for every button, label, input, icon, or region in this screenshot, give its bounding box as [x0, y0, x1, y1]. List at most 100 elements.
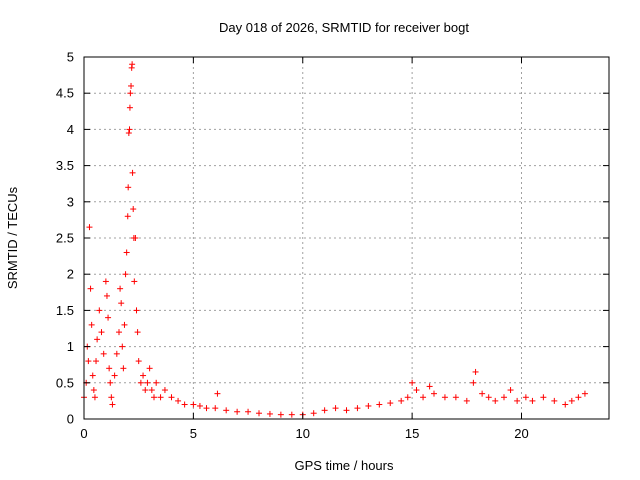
x-axis-label: GPS time / hours	[295, 458, 394, 473]
data-point	[431, 390, 437, 397]
x-tick-label: 20	[514, 426, 528, 441]
data-point	[130, 206, 137, 213]
y-tick-label: 0.5	[56, 375, 74, 390]
data-point	[551, 397, 558, 404]
data-point	[96, 307, 103, 314]
data-point	[190, 401, 197, 408]
data-point	[91, 394, 98, 401]
y-tick-label: 2.5	[56, 231, 74, 246]
data-point	[575, 394, 582, 401]
data-point	[118, 300, 125, 307]
data-point	[116, 329, 122, 336]
data-point	[196, 402, 203, 409]
data-point	[146, 365, 153, 372]
data-point	[310, 410, 317, 417]
data-point	[212, 405, 219, 412]
y-tick-label: 3	[67, 194, 74, 209]
y-tick-label: 2	[67, 267, 74, 282]
data-point	[107, 379, 114, 386]
data-point	[214, 390, 221, 397]
data-point	[144, 379, 151, 386]
data-point	[100, 350, 107, 357]
data-point	[398, 397, 405, 404]
data-point	[529, 397, 536, 404]
data-point	[93, 358, 100, 365]
data-point	[142, 387, 149, 394]
data-point	[420, 394, 427, 401]
data-point	[123, 249, 130, 256]
y-tick-label: 1.5	[56, 303, 74, 318]
data-point	[540, 394, 547, 401]
data-point	[343, 407, 350, 414]
data-point	[203, 405, 210, 412]
data-point	[126, 126, 133, 133]
axis-ticks	[83, 56, 609, 420]
data-point	[514, 397, 521, 404]
data-point	[501, 394, 507, 401]
data-point	[463, 397, 470, 404]
data-point	[153, 379, 160, 386]
data-point	[168, 394, 175, 401]
data-point	[568, 397, 575, 404]
data-point	[562, 401, 569, 408]
data-point	[387, 400, 394, 407]
data-point	[354, 405, 361, 412]
data-point	[492, 397, 499, 404]
data-point	[87, 285, 94, 292]
y-tick-label: 3.5	[56, 158, 74, 173]
data-point	[103, 292, 110, 299]
x-tick-labels: 0 5 10 15 20	[80, 426, 528, 441]
y-axis-label: SRMTID / TECUs	[5, 186, 20, 289]
data-point	[413, 387, 420, 394]
data-point	[137, 379, 144, 386]
data-point	[85, 358, 92, 365]
y-tick-label: 4.5	[56, 86, 74, 101]
data-point	[409, 379, 416, 386]
data-point	[161, 387, 168, 394]
data-point	[321, 407, 328, 414]
data-point	[106, 365, 113, 372]
x-tick-label: 10	[296, 426, 310, 441]
data-point	[89, 372, 96, 379]
x-tick-label: 5	[190, 426, 197, 441]
data-point	[365, 402, 372, 409]
data-point	[266, 410, 273, 417]
data-point	[452, 394, 459, 401]
data-point	[129, 169, 136, 176]
data-point	[175, 397, 182, 404]
x-tick-label: 15	[405, 426, 419, 441]
y-tick-label: 0	[67, 412, 74, 427]
data-point	[376, 401, 383, 408]
data-point	[256, 410, 262, 417]
data-point	[426, 383, 433, 390]
data-point	[125, 130, 132, 137]
data-point	[120, 365, 127, 372]
data-point	[470, 379, 477, 386]
x-tick-label: 0	[80, 426, 87, 441]
data-point	[581, 390, 588, 397]
data-points	[81, 61, 588, 418]
data-point	[332, 405, 339, 412]
data-point	[131, 278, 138, 285]
data-point	[126, 104, 133, 111]
data-point	[124, 213, 131, 220]
data-point	[507, 387, 514, 394]
data-point	[90, 387, 97, 394]
data-point	[479, 390, 486, 397]
data-point	[132, 235, 139, 241]
data-point	[86, 224, 93, 231]
chart-title: Day 018 of 2026, SRMTID for receiver bog…	[219, 20, 469, 35]
data-point	[472, 368, 479, 375]
data-point	[485, 394, 492, 401]
data-point	[133, 307, 140, 314]
data-point	[102, 278, 109, 285]
data-point	[441, 394, 448, 401]
y-tick-label: 4	[67, 122, 74, 137]
data-point	[245, 408, 252, 415]
y-tick-labels: 0 0.5 1 1.5 2 2.5 3 3.5 4 4.5 5	[56, 50, 74, 427]
data-point	[94, 336, 101, 343]
data-point	[108, 394, 115, 401]
data-point	[88, 321, 95, 328]
data-point	[128, 82, 135, 89]
